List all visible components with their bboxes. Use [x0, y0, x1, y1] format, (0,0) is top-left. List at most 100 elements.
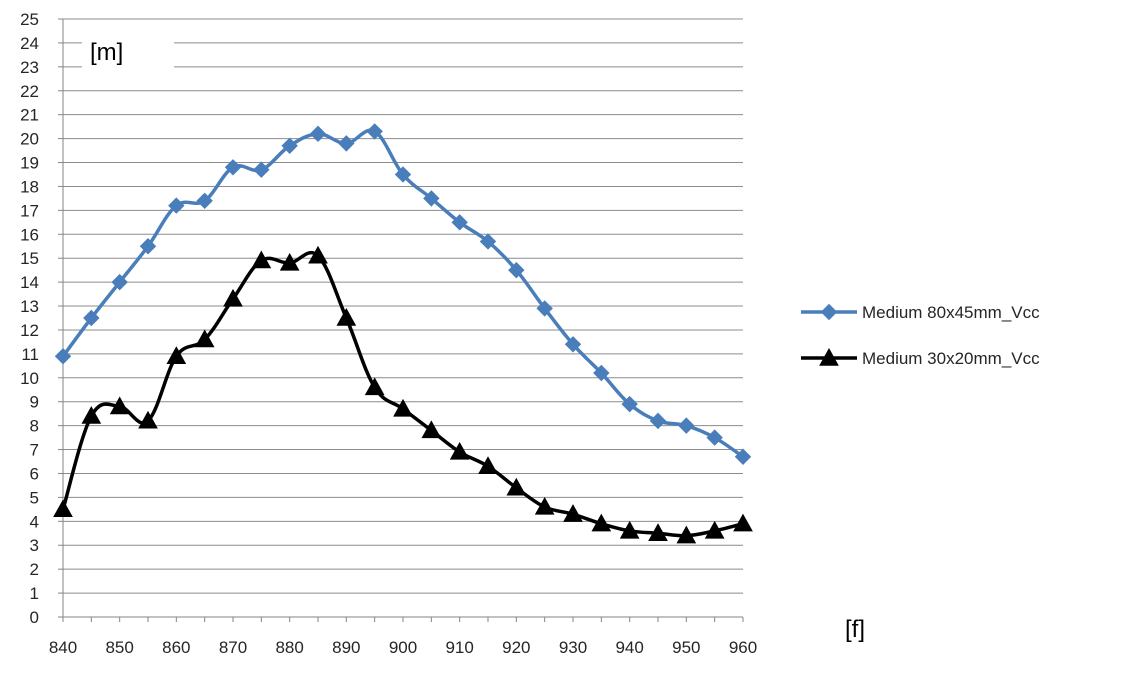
data-point [81, 406, 102, 424]
y-tick-label: 12 [20, 321, 39, 340]
data-point [564, 336, 582, 353]
data-point [451, 214, 468, 231]
series-2 [53, 245, 753, 544]
y-tick-label: 25 [20, 10, 39, 29]
data-point [138, 410, 158, 429]
y-tick-label: 5 [30, 488, 39, 507]
x-tick-label: 870 [219, 638, 247, 657]
y-tick-label: 17 [20, 201, 39, 220]
data-point [393, 398, 413, 417]
data-point [508, 261, 525, 279]
y-tick-label: 16 [20, 225, 39, 244]
data-point [621, 395, 638, 413]
data-point [449, 441, 470, 460]
data-point [506, 477, 527, 496]
data-point [196, 192, 213, 209]
legend-label: Medium 30x20mm_Vcc [862, 349, 1040, 368]
data-point [338, 135, 355, 152]
data-point [421, 420, 442, 439]
y-tick-label: 3 [30, 536, 39, 555]
data-point [704, 520, 725, 539]
y-tick-label: 18 [20, 177, 39, 196]
y-tick-label: 24 [20, 34, 39, 53]
data-point [648, 523, 668, 541]
series-group [53, 123, 753, 544]
data-point [224, 159, 242, 176]
y-tick-label: 20 [20, 130, 39, 149]
data-point [109, 396, 130, 415]
series-line [61, 250, 745, 538]
y-tick-label: 21 [20, 106, 39, 125]
y-tick-label: 15 [20, 249, 39, 268]
data-point [364, 377, 385, 396]
data-point [563, 504, 583, 522]
data-point [223, 288, 243, 307]
y-tick-label: 23 [20, 58, 39, 77]
x-tick-label: 900 [389, 638, 417, 657]
x-tick-label: 850 [105, 638, 133, 657]
data-point [54, 348, 72, 365]
data-point [139, 238, 157, 255]
x-tick-label: 960 [729, 638, 757, 657]
data-point [478, 456, 498, 475]
data-point [678, 417, 695, 434]
legend-marker [819, 347, 839, 366]
y-tick-label: 7 [30, 441, 39, 460]
data-point [593, 364, 610, 382]
data-point [308, 245, 328, 264]
data-point [706, 429, 723, 446]
y-tick-label: 0 [30, 608, 39, 627]
x-tick-label: 950 [672, 638, 700, 657]
legend: Medium 80x45mm_Vcc Medium 30x20mm_Vcc [801, 303, 1040, 368]
data-point [166, 346, 187, 364]
data-point [83, 309, 100, 327]
data-point [111, 273, 128, 291]
data-point [194, 329, 215, 348]
data-point [53, 499, 73, 518]
data-point [619, 520, 640, 539]
legend-marker [820, 303, 838, 321]
x-tick-label: 890 [332, 638, 360, 657]
data-point [734, 448, 752, 465]
y-tick-label: 6 [30, 464, 39, 483]
data-point [394, 166, 412, 183]
data-point [366, 123, 383, 140]
data-point [536, 300, 553, 317]
legend-entry: Medium 80x45mm_Vcc [801, 303, 1040, 322]
x-tick-label: 860 [162, 638, 190, 657]
y-unit-background [82, 26, 174, 78]
gridlines [63, 18, 743, 594]
data-point [733, 513, 753, 532]
data-point [336, 307, 357, 326]
legend-label: Medium 80x45mm_Vcc [862, 303, 1040, 322]
y-tick-label: 1 [30, 584, 39, 603]
data-point [423, 190, 440, 207]
y-tick-label: 22 [20, 82, 39, 101]
x-tick-label: 840 [49, 638, 77, 657]
y-tick-label: 9 [30, 393, 39, 412]
data-point [676, 525, 697, 544]
data-point [279, 252, 300, 271]
x-tick-label: 910 [445, 638, 473, 657]
data-point [591, 513, 612, 532]
x-tick-label: 930 [559, 638, 587, 657]
x-axis-label: [f] [845, 616, 865, 643]
x-tick-label: 920 [502, 638, 530, 657]
legend-entry: Medium 30x20mm_Vcc [801, 347, 1040, 368]
data-point [251, 250, 272, 269]
y-tick-labels: 0123456789101112131415161718192021222324… [20, 10, 39, 627]
y-tick-label: 19 [20, 154, 39, 173]
x-tick-label: 940 [615, 638, 643, 657]
data-point [649, 412, 667, 430]
y-tick-label: 4 [30, 512, 39, 531]
y-axis-label: [m] [90, 39, 123, 66]
y-tick-label: 2 [30, 560, 39, 579]
data-point [168, 197, 185, 214]
data-point [479, 233, 497, 250]
y-tick-label: 14 [20, 273, 39, 292]
series-1 [54, 123, 752, 465]
data-point [253, 161, 270, 178]
y-tick-label: 13 [20, 297, 39, 316]
y-tick-label: 8 [30, 417, 39, 436]
